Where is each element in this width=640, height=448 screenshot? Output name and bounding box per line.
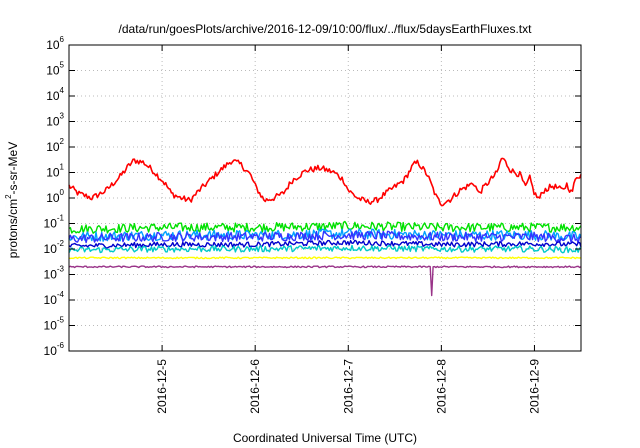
y-tick-label: 105 [46, 61, 64, 78]
y-tick-label: 10-1 [44, 214, 65, 231]
grid-lines [69, 45, 581, 351]
y-tick-label: 106 [46, 35, 64, 52]
x-tick-label: 2016-12-5 [155, 359, 169, 414]
y-axis-label-tail: -s-sr-MeV [6, 142, 20, 195]
y-axis-label: protons/cm2-s-sr-MeV [4, 142, 20, 258]
y-tick-label: 10-6 [44, 341, 65, 358]
y-axis-label-main: protons/cm [6, 199, 20, 258]
y-tick-label: 10-4 [44, 290, 65, 307]
svg-text:protons/cm2-s-sr-MeV: protons/cm2-s-sr-MeV [4, 142, 20, 258]
y-tick-label: 100 [46, 188, 64, 205]
y-tick-label: 10-5 [44, 316, 65, 333]
x-tick-label: 2016-12-7 [341, 359, 355, 414]
y-tick-label: 10-2 [44, 239, 65, 256]
series-line [68, 239, 582, 249]
y-tick-label: 104 [46, 86, 64, 103]
y-tick-label: 101 [46, 163, 64, 180]
series-line [68, 244, 582, 254]
chart-title: /data/run/goesPlots/archive/2016-12-09/1… [119, 22, 533, 36]
y-tick-label: 103 [46, 112, 64, 129]
y-tick-label: 10-3 [44, 265, 65, 282]
x-tick-label: 2016-12-9 [527, 359, 541, 414]
y-tick-label: 102 [46, 137, 64, 154]
series-line [68, 265, 582, 297]
series-line [68, 157, 582, 207]
series-line [68, 256, 582, 260]
series-line [68, 230, 582, 244]
x-tick-label: 2016-12-6 [248, 359, 262, 414]
data-series [68, 157, 582, 297]
axis-ticks: 10-6 10-5 10-4 10-3 10-2 10-1 100 101 102 103 104 1… [44, 35, 581, 414]
x-tick-label: 2016-12-8 [434, 359, 448, 414]
x-axis-label: Coordinated Universal Time (UTC) [233, 431, 417, 445]
y-axis-label-superscript: 2 [4, 194, 13, 199]
series-line [68, 220, 582, 234]
